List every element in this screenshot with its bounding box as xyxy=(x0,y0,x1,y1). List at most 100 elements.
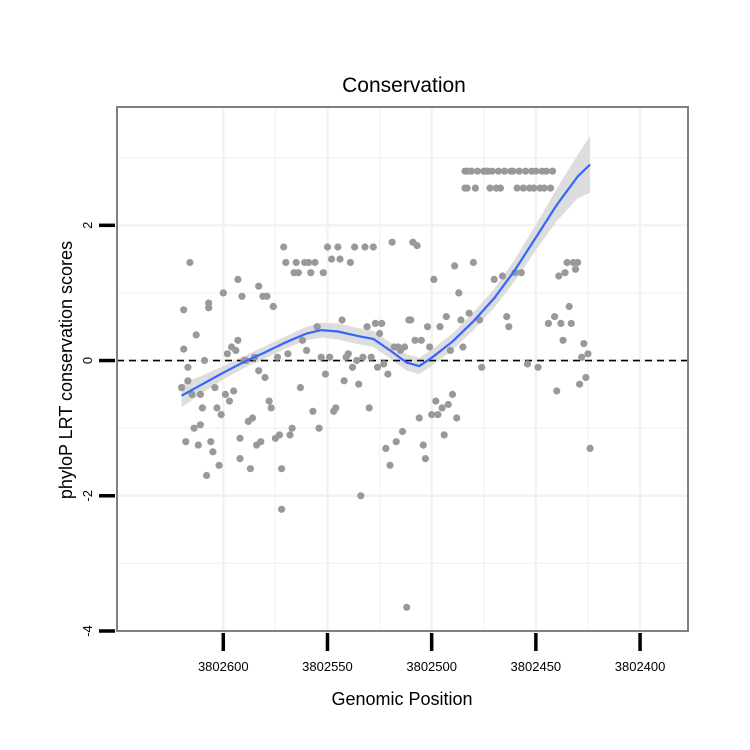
data-point xyxy=(203,471,211,480)
data-point xyxy=(234,275,242,283)
data-point xyxy=(555,272,563,280)
x-tick-label: 3802500 xyxy=(406,659,457,674)
data-point xyxy=(265,397,273,405)
data-point xyxy=(292,258,300,267)
data-point xyxy=(246,465,254,473)
data-point xyxy=(282,258,290,267)
data-point xyxy=(465,309,473,317)
data-point xyxy=(586,444,594,452)
data-point xyxy=(361,243,369,251)
data-point xyxy=(505,323,513,331)
data-point xyxy=(232,346,240,354)
data-point xyxy=(305,258,313,267)
x-tick-label: 3802400 xyxy=(615,659,666,674)
data-point xyxy=(207,438,215,446)
data-point xyxy=(219,289,227,297)
data-point xyxy=(355,380,363,388)
data-point xyxy=(196,390,204,398)
data-point xyxy=(184,377,192,385)
data-point xyxy=(371,319,379,327)
data-point xyxy=(261,373,269,382)
data-point xyxy=(311,258,319,267)
data-point xyxy=(446,346,454,354)
data-point xyxy=(376,329,384,338)
data-point xyxy=(519,184,528,192)
data-point xyxy=(236,455,244,463)
y-tick-label: 2 xyxy=(80,222,95,229)
data-point xyxy=(576,380,584,388)
data-point xyxy=(180,345,188,353)
x-tick-label: 3802550 xyxy=(302,659,353,674)
data-point xyxy=(205,304,213,312)
data-point xyxy=(186,258,194,267)
data-point xyxy=(517,269,525,277)
data-point xyxy=(401,343,409,351)
data-point xyxy=(303,346,311,354)
data-point xyxy=(584,350,592,358)
data-point xyxy=(344,350,352,358)
data-point xyxy=(428,411,436,419)
data-point xyxy=(248,414,257,422)
confidence-ribbon-layer xyxy=(181,136,591,408)
data-point xyxy=(515,167,523,175)
data-point xyxy=(213,404,221,412)
data-point xyxy=(467,167,475,175)
data-point xyxy=(363,323,371,331)
data-point xyxy=(296,384,304,392)
data-point xyxy=(298,336,307,344)
data-point xyxy=(378,319,386,327)
data-point xyxy=(571,265,580,273)
data-point xyxy=(338,316,346,324)
data-point xyxy=(540,184,548,192)
data-point xyxy=(530,184,538,192)
data-point xyxy=(367,353,375,361)
data-point xyxy=(188,390,196,398)
data-point xyxy=(509,167,517,175)
x-tick-label: 3802600 xyxy=(198,659,249,674)
data-point xyxy=(548,167,557,175)
grid-lines xyxy=(117,107,688,633)
x-axis: 3802600 3802550 3802500 3802450 3802400 xyxy=(198,633,665,674)
data-point xyxy=(321,370,329,378)
data-point xyxy=(275,431,284,439)
data-point xyxy=(309,407,317,415)
data-point xyxy=(328,255,336,263)
data-point xyxy=(223,350,231,358)
data-point xyxy=(486,184,494,192)
data-point xyxy=(357,492,365,500)
data-point xyxy=(417,336,425,344)
data-point xyxy=(546,184,555,192)
data-point xyxy=(284,350,292,358)
data-point xyxy=(457,316,465,324)
data-point xyxy=(438,404,446,412)
data-point xyxy=(411,336,419,344)
data-point xyxy=(561,269,569,277)
data-point xyxy=(319,269,327,277)
data-point xyxy=(230,387,238,395)
data-point xyxy=(359,353,367,361)
data-point xyxy=(346,258,354,267)
data-point xyxy=(392,438,400,446)
data-point xyxy=(238,292,246,300)
data-point xyxy=(432,397,440,405)
data-point xyxy=(221,390,229,398)
data-point xyxy=(269,302,277,311)
data-point xyxy=(471,184,479,192)
data-point xyxy=(326,353,334,361)
data-point xyxy=(323,243,332,251)
data-point xyxy=(194,441,202,449)
data-point xyxy=(353,356,361,365)
data-point xyxy=(380,360,388,368)
data-point xyxy=(559,336,567,344)
data-point xyxy=(544,319,553,327)
y-axis-title: phyloP LRT conservation scores xyxy=(56,241,76,499)
data-point xyxy=(567,319,575,327)
data-point xyxy=(488,167,496,175)
data-point xyxy=(421,455,429,463)
data-point xyxy=(294,269,302,277)
data-point xyxy=(442,313,450,321)
data-point xyxy=(178,384,186,392)
data-point xyxy=(225,397,234,405)
chart-title: Conservation xyxy=(342,74,466,97)
data-point xyxy=(200,356,209,365)
